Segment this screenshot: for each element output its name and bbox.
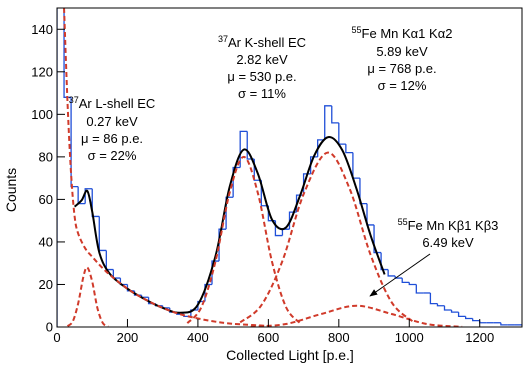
histogram-bin bbox=[218, 228, 227, 262]
fit-component bbox=[63, 8, 269, 327]
annotation-line: Ar K-shell EC bbox=[228, 35, 306, 50]
histogram-bin bbox=[105, 250, 114, 271]
annotation-text: 55Fe Mn Kα1 Kα2 bbox=[352, 25, 453, 41]
y-tick-label: 0 bbox=[46, 320, 53, 335]
histogram-bin bbox=[352, 152, 360, 179]
x-tick-label: 600 bbox=[258, 330, 280, 345]
histogram-bin bbox=[112, 269, 121, 279]
y-tick-label: 60 bbox=[39, 192, 53, 207]
annotation-superscript: 37 bbox=[218, 34, 228, 44]
histogram-bin bbox=[84, 188, 93, 204]
annotation-text: σ = 22% bbox=[88, 148, 137, 163]
histogram-bin bbox=[443, 305, 452, 311]
plot-area bbox=[57, 8, 522, 327]
annotation-superscript: 37 bbox=[69, 95, 79, 105]
annotation-line: Fe Mn Kα1 Kα2 bbox=[362, 26, 453, 41]
histogram-bin bbox=[464, 316, 473, 320]
annotation-text: 37Ar L-shell EC bbox=[69, 95, 156, 111]
histogram-bin bbox=[408, 282, 417, 286]
histogram-bin bbox=[366, 203, 375, 226]
fit-component bbox=[239, 151, 414, 324]
histogram-bin bbox=[70, 97, 79, 188]
histogram-bin bbox=[345, 144, 353, 154]
histogram-bin bbox=[380, 252, 389, 271]
histogram-bin bbox=[500, 322, 508, 326]
annotation-superscript: 55 bbox=[398, 217, 408, 227]
histogram-bin bbox=[429, 292, 438, 305]
histogram-bin bbox=[472, 318, 480, 322]
plot-frame bbox=[56, 7, 523, 328]
histogram-bin bbox=[457, 312, 466, 318]
x-tick-label: 400 bbox=[187, 330, 209, 345]
annotation-text: 6.49 keV bbox=[422, 235, 474, 250]
y-tick-label: 140 bbox=[31, 22, 53, 37]
annotation-text: σ = 12% bbox=[378, 78, 427, 93]
annotation-text: 37Ar K-shell EC bbox=[218, 34, 306, 50]
histogram-bin bbox=[309, 156, 318, 174]
histogram-bin bbox=[387, 269, 396, 277]
y-tick-label: 120 bbox=[31, 64, 53, 79]
histogram-bin bbox=[197, 300, 205, 310]
x-tick-label: 1000 bbox=[395, 330, 424, 345]
fit-component bbox=[186, 155, 301, 324]
annotation-line: Fe Mn Kβ1 Kβ3 bbox=[408, 218, 499, 233]
x-tick-label: 1200 bbox=[465, 330, 494, 345]
histogram-bin bbox=[479, 320, 487, 324]
annotation-superscript: 55 bbox=[352, 25, 362, 35]
histogram-bin bbox=[190, 309, 198, 317]
histogram-bin bbox=[436, 303, 445, 307]
histogram-bin bbox=[324, 105, 332, 140]
annotation-line: Ar L-shell EC bbox=[79, 96, 156, 111]
y-tick-label: 40 bbox=[39, 234, 53, 249]
x-tick-label: 0 bbox=[53, 330, 60, 345]
y-axis-label: Counts bbox=[3, 168, 19, 212]
histogram-bin bbox=[359, 178, 367, 205]
x-axis-label: Collected Light [p.e.] bbox=[226, 347, 354, 363]
x-tick-label: 200 bbox=[117, 330, 139, 345]
annotation-text: 0.27 keV bbox=[86, 114, 138, 129]
annotation-text: μ = 530 p.e. bbox=[227, 69, 296, 84]
x-tick-label: 800 bbox=[328, 330, 350, 345]
fit-component bbox=[66, 266, 109, 327]
histogram-bin bbox=[232, 166, 241, 198]
histogram-bin bbox=[401, 278, 410, 283]
y-tick-label: 100 bbox=[31, 107, 53, 122]
annotation-text: μ = 768 p.e. bbox=[367, 61, 436, 76]
annotation-text: 2.82 keV bbox=[236, 52, 288, 67]
histogram-bin bbox=[260, 180, 269, 207]
fit-total bbox=[73, 136, 386, 314]
histogram-bin bbox=[211, 260, 220, 285]
y-tick-label: 20 bbox=[39, 277, 53, 292]
annotation-text: σ = 11% bbox=[238, 86, 286, 101]
annotation-arrow bbox=[369, 253, 431, 297]
histogram-bin bbox=[338, 122, 346, 145]
histogram-bin bbox=[57, 8, 58, 327]
histogram-bin bbox=[281, 228, 290, 236]
fit-component bbox=[250, 304, 463, 327]
histogram-bin bbox=[450, 309, 459, 313]
annotation-text: 55Fe Mn Kβ1 Kβ3 bbox=[398, 217, 499, 233]
histogram-bin bbox=[415, 284, 424, 294]
histogram-bin bbox=[98, 216, 107, 252]
annotation-text: 5.89 keV bbox=[376, 44, 428, 59]
histogram-bin bbox=[373, 224, 382, 254]
y-tick-label: 80 bbox=[39, 149, 53, 164]
annotation-text: μ = 86 p.e. bbox=[81, 131, 143, 146]
histogram-bin bbox=[317, 139, 325, 157]
histogram-bin bbox=[225, 196, 234, 230]
histogram-bin bbox=[331, 105, 339, 124]
